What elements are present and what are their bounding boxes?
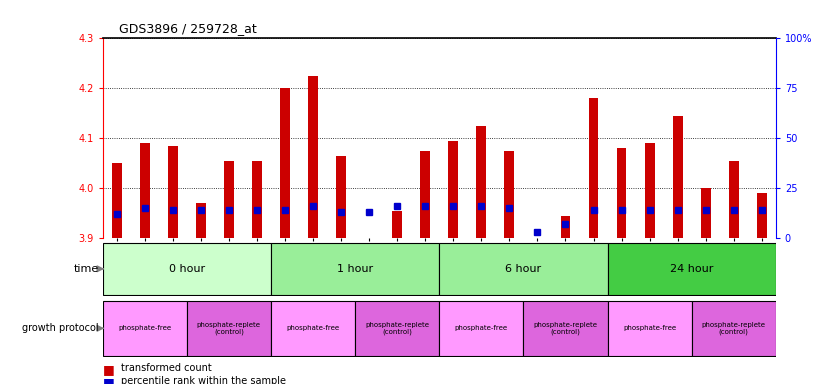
- Text: phosphate-free: phosphate-free: [118, 325, 172, 331]
- Bar: [672, 116, 682, 238]
- Text: phosphate-replete
(control): phosphate-replete (control): [534, 321, 598, 335]
- Text: phosphate-free: phosphate-free: [287, 325, 340, 331]
- Bar: [103, 301, 187, 356]
- Bar: [420, 151, 430, 238]
- Text: transformed count: transformed count: [121, 363, 212, 373]
- Bar: [355, 301, 439, 356]
- Text: 1 hour: 1 hour: [337, 264, 374, 274]
- Text: phosphate-free: phosphate-free: [455, 325, 508, 331]
- Text: ■: ■: [103, 363, 114, 376]
- Bar: [365, 238, 374, 268]
- Text: GDS3896 / 259728_at: GDS3896 / 259728_at: [119, 22, 257, 35]
- Bar: [252, 161, 262, 238]
- Bar: [701, 188, 711, 238]
- Bar: [392, 210, 402, 238]
- Bar: [336, 156, 346, 238]
- Bar: [692, 301, 776, 356]
- Bar: [729, 161, 739, 238]
- Text: growth protocol: growth protocol: [22, 323, 99, 333]
- Text: phosphate-replete
(control): phosphate-replete (control): [197, 321, 261, 335]
- Bar: [533, 238, 543, 240]
- Text: time: time: [73, 264, 99, 274]
- Bar: [476, 126, 486, 238]
- Text: percentile rank within the sample: percentile rank within the sample: [121, 376, 286, 384]
- Bar: [439, 243, 608, 295]
- Text: phosphate-replete
(control): phosphate-replete (control): [365, 321, 429, 335]
- Bar: [271, 243, 439, 295]
- Text: phosphate-free: phosphate-free: [623, 325, 677, 331]
- Bar: [439, 301, 524, 356]
- Bar: [608, 301, 692, 356]
- Bar: [561, 215, 571, 238]
- Bar: [167, 146, 177, 238]
- Bar: [140, 143, 149, 238]
- Text: phosphate-replete
(control): phosphate-replete (control): [702, 321, 766, 335]
- Bar: [103, 243, 271, 295]
- Bar: [187, 301, 271, 356]
- Text: 6 hour: 6 hour: [505, 264, 542, 274]
- Bar: [608, 243, 776, 295]
- Bar: [524, 301, 608, 356]
- Bar: [448, 141, 458, 238]
- Bar: [308, 76, 318, 238]
- Text: 24 hour: 24 hour: [670, 264, 713, 274]
- Bar: [617, 148, 626, 238]
- Bar: [504, 151, 514, 238]
- Bar: [271, 301, 355, 356]
- Bar: [589, 98, 599, 238]
- Bar: [644, 143, 654, 238]
- Text: ■: ■: [103, 376, 114, 384]
- Bar: [224, 161, 234, 238]
- Bar: [196, 203, 206, 238]
- Text: 0 hour: 0 hour: [168, 264, 205, 274]
- Bar: [112, 163, 122, 238]
- Bar: [757, 193, 767, 238]
- Bar: [280, 88, 290, 238]
